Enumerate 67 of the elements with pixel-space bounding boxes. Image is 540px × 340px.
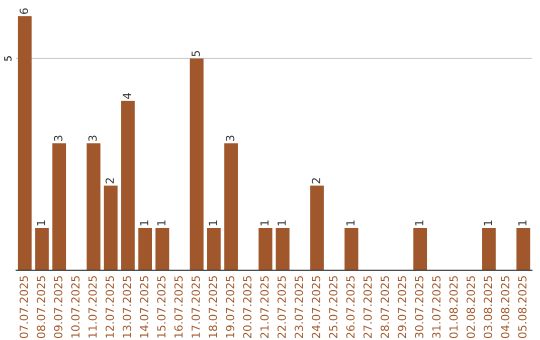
- bar: [138, 228, 152, 270]
- x-tick-label: 11.07.2025: [88, 276, 97, 338]
- bar: [482, 228, 496, 270]
- x-tick-label: 15.07.2025: [157, 276, 166, 338]
- bar: [207, 228, 221, 270]
- bar: [276, 228, 290, 270]
- x-tick-label: 31.07.2025: [432, 276, 441, 338]
- data-label: 1: [140, 220, 148, 226]
- x-tick-label: 10.07.2025: [71, 276, 80, 338]
- data-label: 2: [312, 178, 320, 184]
- data-label: 1: [260, 220, 269, 226]
- bar: [121, 100, 135, 270]
- bar: [104, 186, 118, 270]
- x-tick-label: 23.07.2025: [294, 276, 304, 338]
- bar: [258, 228, 272, 270]
- x-tick-label: 27.07.2025: [363, 276, 372, 338]
- data-label: 1: [415, 220, 424, 226]
- data-label: 1: [157, 220, 166, 226]
- x-tick-label: 09.07.2025: [54, 276, 62, 338]
- data-label: 3: [54, 136, 62, 141]
- bar: [310, 186, 324, 270]
- bar: [52, 143, 66, 270]
- x-tick-label: 26.07.2025: [346, 276, 355, 338]
- bar: [35, 228, 49, 270]
- x-tick-label: 18.07.2025: [208, 276, 218, 338]
- data-label: 1: [518, 220, 526, 226]
- data-label: 2: [106, 178, 114, 184]
- bar: [413, 228, 428, 270]
- bar: [224, 143, 238, 270]
- data-label: 6: [20, 8, 28, 14]
- x-tick-label: 02.08.2025: [466, 276, 475, 338]
- data-label: 1: [484, 220, 492, 226]
- x-tick-label: 19.07.2025: [226, 276, 234, 338]
- x-tick-label: 30.07.2025: [414, 276, 424, 338]
- x-tick-label: 04.08.2025: [500, 276, 510, 338]
- bar: [86, 143, 100, 270]
- data-label: 3: [88, 136, 97, 141]
- data-label: 1: [208, 220, 217, 226]
- x-tick-label: 08.07.2025: [36, 276, 46, 338]
- x-tick-label: 28.07.2025: [380, 276, 390, 338]
- data-label: 1: [346, 220, 354, 226]
- bar: [190, 58, 204, 270]
- data-label: 5: [192, 51, 200, 56]
- x-tick-label: 01.08.2025: [449, 276, 458, 338]
- bar: [18, 16, 32, 270]
- x-tick-label: 17.07.2025: [192, 276, 200, 338]
- data-label: 4: [122, 93, 131, 99]
- bar: [516, 228, 530, 270]
- x-tick-label: 16.07.2025: [174, 276, 183, 338]
- x-tick-label: 20.07.2025: [243, 276, 252, 338]
- bar: [344, 228, 358, 270]
- x-tick-label: 13.07.2025: [122, 276, 132, 338]
- x-tick-label: 21.07.2025: [260, 276, 269, 338]
- x-tick-label: 22.07.2025: [277, 276, 286, 338]
- ref-line-label: 5: [4, 56, 12, 61]
- x-tick-label: 07.07.2025: [20, 276, 28, 338]
- data-label: 1: [36, 220, 46, 226]
- x-tick-label: 24.07.2025: [312, 276, 320, 338]
- x-tick-label: 29.07.2025: [398, 276, 406, 338]
- bar: [155, 228, 170, 270]
- x-tick-label: 14.07.2025: [140, 276, 148, 338]
- data-label: 1: [278, 220, 286, 226]
- x-tick-label: 05.08.2025: [518, 276, 527, 338]
- x-tick-label: 03.08.2025: [484, 276, 492, 338]
- x-tick-label: 25.07.2025: [329, 276, 338, 338]
- data-label: 3: [226, 136, 234, 141]
- x-tick-label: 12.07.2025: [106, 276, 114, 338]
